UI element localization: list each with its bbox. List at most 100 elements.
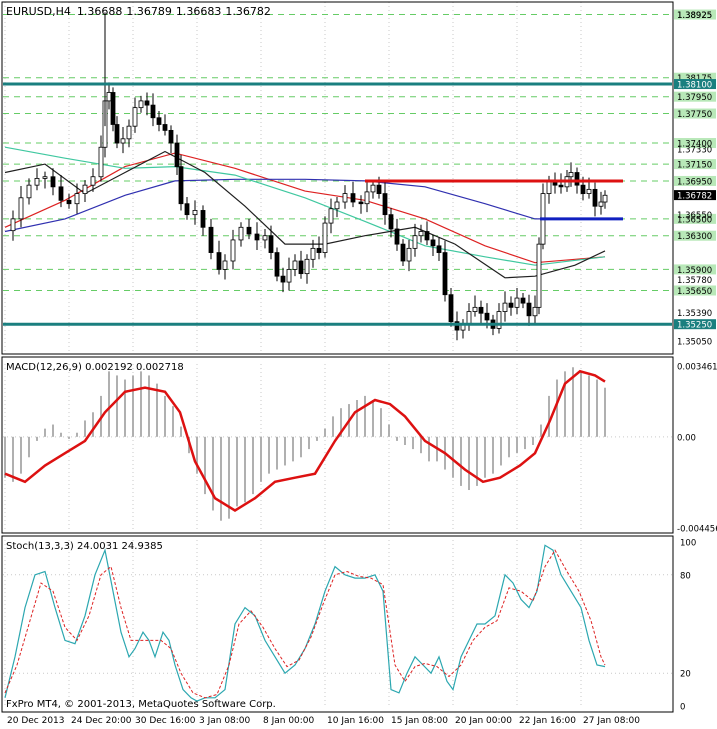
level-tag-label: 1.36300 — [677, 232, 712, 242]
candle — [568, 162, 574, 187]
candle — [418, 224, 424, 243]
ohlc-low: 1.36683 — [176, 5, 222, 18]
candle-body — [42, 176, 48, 179]
macd-signal-line — [4, 369, 606, 512]
candle-body — [508, 302, 514, 308]
candle-body — [592, 188, 598, 207]
candle-body — [222, 260, 228, 270]
candle-body — [364, 191, 370, 205]
candle-body — [26, 184, 32, 199]
candle-body — [502, 302, 508, 312]
macd-tick-label: 0.003461 — [677, 363, 717, 373]
candle — [448, 287, 454, 327]
x-tick-label: 3 Jan 08:00 — [199, 716, 251, 726]
candle-body — [394, 228, 400, 245]
candle — [174, 134, 180, 176]
candle-body — [10, 218, 16, 232]
candle — [156, 111, 162, 132]
level-tag: 1.35900 — [674, 264, 716, 276]
candle-body — [328, 208, 334, 224]
level-tag-bg — [674, 108, 716, 119]
candle — [298, 250, 304, 279]
level-tag: 1.37400 — [674, 138, 716, 150]
macd-pane — [1, 356, 674, 534]
candle-body — [304, 258, 310, 275]
candle — [120, 127, 126, 154]
stoch-title: Stoch(13,3,3) 24.0031 24.9385 — [6, 541, 163, 552]
candle-body — [602, 194, 608, 203]
candle-body — [350, 193, 356, 203]
candle — [558, 173, 564, 194]
candle — [526, 294, 532, 326]
level-tag-label: 1.38100 — [677, 81, 712, 91]
candle — [412, 223, 418, 257]
candle-body — [90, 176, 96, 186]
candle-body — [110, 92, 116, 125]
candle-body — [580, 184, 586, 194]
candle — [280, 267, 286, 293]
candle-body — [412, 235, 418, 249]
candle — [364, 181, 370, 213]
candle-body — [526, 302, 532, 317]
x-tick-label: 8 Jan 00:00 — [263, 716, 315, 726]
candle-body — [376, 184, 382, 194]
candle — [328, 198, 334, 234]
price-tick-label: 1.38925 — [677, 11, 712, 21]
candle-body — [536, 243, 542, 308]
candle — [388, 207, 394, 238]
candle — [532, 295, 538, 325]
price-tick-label: 1.35390 — [677, 309, 712, 319]
candle-body — [454, 321, 460, 331]
candle — [592, 182, 598, 217]
candle — [42, 171, 48, 189]
level-tag: 1.36500 — [674, 213, 716, 225]
level-tag-label: 1.35900 — [677, 266, 712, 276]
candle — [18, 186, 24, 228]
candle — [26, 178, 32, 205]
level-tag: 1.37150 — [674, 159, 716, 171]
level-tag: 1.37750 — [674, 108, 716, 120]
level-tag-label: 1.37950 — [677, 93, 712, 103]
candle-body — [34, 178, 40, 186]
candle-body — [120, 138, 126, 144]
moving-average-line — [4, 152, 606, 264]
level-tag-bg — [674, 175, 716, 186]
level-tag-bg — [674, 213, 716, 224]
candle — [184, 196, 190, 220]
level-tag: 1.35250 — [674, 319, 716, 331]
candle — [254, 222, 260, 251]
candle-body — [74, 193, 80, 205]
level-tag-bg — [674, 91, 716, 102]
candle — [262, 228, 268, 249]
level-tag-label: 1.36950 — [677, 177, 712, 187]
candle-body — [268, 235, 274, 253]
candle — [138, 95, 144, 113]
candle-body — [382, 193, 388, 216]
candle-body — [334, 201, 340, 210]
candle — [520, 293, 526, 309]
ohlc-high: 1.36789 — [126, 5, 172, 18]
candle — [478, 300, 484, 324]
stoch-tick-label: 100 — [680, 539, 696, 549]
candle — [230, 229, 236, 270]
candle-body — [586, 188, 592, 194]
candle — [316, 236, 322, 260]
moving-average-line — [4, 178, 605, 233]
stoch-tick-label: 20 — [680, 670, 691, 680]
candle-body — [82, 184, 88, 194]
candle-body — [254, 233, 260, 241]
candle-body — [178, 166, 184, 205]
candle-body — [216, 252, 222, 270]
level-tag-bg — [674, 230, 716, 241]
macd-title: MACD(12,26,9) 0.002192 0.002718 — [6, 362, 184, 373]
x-axis: 20 Dec 2013 24 Dec 20:00 30 Dec 16:00 3 Jan… — [7, 716, 640, 726]
level-tag: 1.36950 — [674, 175, 716, 187]
x-tick-label: 15 Jan 08:00 — [391, 716, 448, 726]
level-tag-bg — [674, 138, 716, 149]
candle — [132, 97, 138, 133]
candle-body — [520, 297, 526, 304]
candle — [58, 175, 64, 208]
candle — [238, 222, 244, 247]
